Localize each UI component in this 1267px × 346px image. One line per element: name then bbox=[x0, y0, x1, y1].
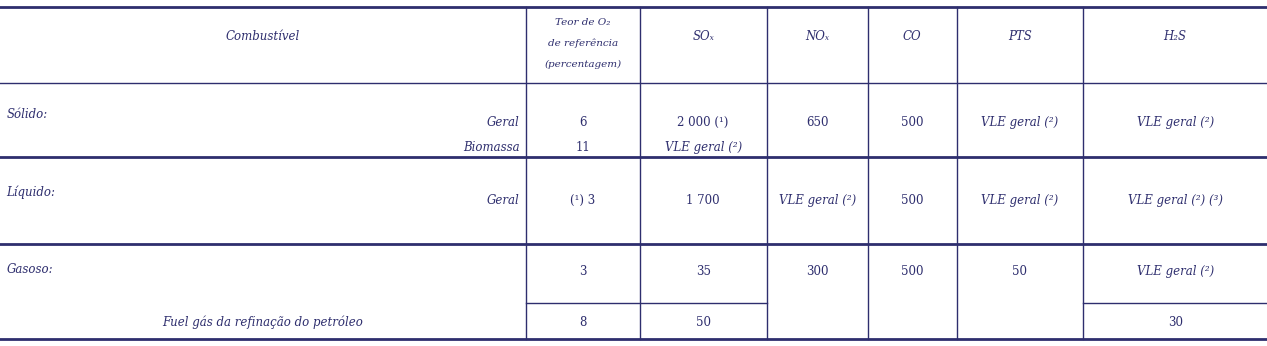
Text: 30: 30 bbox=[1168, 316, 1182, 329]
Text: 35: 35 bbox=[696, 265, 711, 278]
Text: 3: 3 bbox=[579, 265, 587, 278]
Text: 300: 300 bbox=[806, 265, 829, 278]
Text: VLE geral (²): VLE geral (²) bbox=[779, 194, 855, 207]
Text: VLE geral (²) (³): VLE geral (²) (³) bbox=[1128, 194, 1223, 207]
Text: 8: 8 bbox=[579, 316, 587, 329]
Text: Gasoso:: Gasoso: bbox=[6, 263, 53, 276]
Text: VLE geral (²): VLE geral (²) bbox=[982, 194, 1058, 207]
Text: (¹) 3: (¹) 3 bbox=[570, 194, 595, 207]
Text: VLE geral (²): VLE geral (²) bbox=[1136, 265, 1214, 278]
Text: VLE geral (²): VLE geral (²) bbox=[982, 116, 1058, 129]
Text: Teor de O₂: Teor de O₂ bbox=[555, 18, 611, 27]
Text: Combustível: Combustível bbox=[226, 30, 300, 43]
Text: (percentagem): (percentagem) bbox=[545, 60, 621, 69]
Text: Sólido:: Sólido: bbox=[6, 108, 48, 121]
Text: 50: 50 bbox=[696, 316, 711, 329]
Text: Biomassa: Biomassa bbox=[462, 140, 519, 154]
Text: PTS: PTS bbox=[1009, 30, 1031, 43]
Text: Geral: Geral bbox=[487, 194, 519, 207]
Text: SOₓ: SOₓ bbox=[692, 30, 715, 43]
Text: 50: 50 bbox=[1012, 265, 1028, 278]
Text: CO: CO bbox=[903, 30, 921, 43]
Text: NOₓ: NOₓ bbox=[806, 30, 829, 43]
Text: VLE geral (²): VLE geral (²) bbox=[665, 140, 741, 154]
Text: 500: 500 bbox=[901, 194, 924, 207]
Text: 11: 11 bbox=[575, 140, 590, 154]
Text: 500: 500 bbox=[901, 116, 924, 129]
Text: 2 000 (¹): 2 000 (¹) bbox=[678, 116, 729, 129]
Text: H₂S: H₂S bbox=[1163, 30, 1187, 43]
Text: 650: 650 bbox=[806, 116, 829, 129]
Text: Geral: Geral bbox=[487, 116, 519, 129]
Text: Fuel gás da refinação do petróleo: Fuel gás da refinação do petróleo bbox=[162, 316, 364, 329]
Text: 1 700: 1 700 bbox=[687, 194, 720, 207]
Text: 500: 500 bbox=[901, 265, 924, 278]
Text: Líquido:: Líquido: bbox=[6, 185, 56, 199]
Text: de referência: de referência bbox=[547, 38, 618, 48]
Text: 6: 6 bbox=[579, 116, 587, 129]
Text: VLE geral (²): VLE geral (²) bbox=[1136, 116, 1214, 129]
